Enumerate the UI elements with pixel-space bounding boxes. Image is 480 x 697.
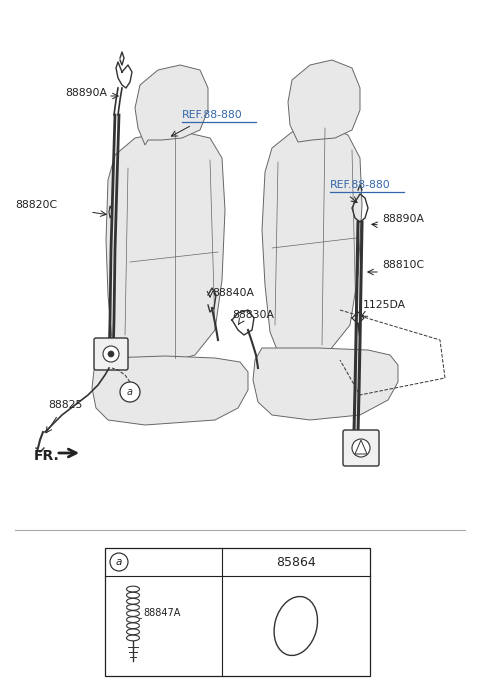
Circle shape xyxy=(108,351,114,357)
Text: FR.: FR. xyxy=(34,449,60,463)
Bar xyxy=(105,548,370,676)
FancyBboxPatch shape xyxy=(343,430,379,466)
Polygon shape xyxy=(106,130,225,365)
Polygon shape xyxy=(92,356,248,425)
Text: 88825: 88825 xyxy=(48,400,83,410)
Text: 88820C: 88820C xyxy=(15,200,57,210)
Circle shape xyxy=(110,553,128,571)
Polygon shape xyxy=(253,348,398,420)
Text: REF.88-880: REF.88-880 xyxy=(330,180,391,190)
Circle shape xyxy=(120,382,140,402)
Text: 88847A: 88847A xyxy=(143,608,180,618)
Text: 88810C: 88810C xyxy=(382,260,424,270)
Circle shape xyxy=(352,439,370,457)
Ellipse shape xyxy=(274,597,317,655)
Circle shape xyxy=(103,346,119,362)
Polygon shape xyxy=(135,65,208,145)
Polygon shape xyxy=(288,60,360,142)
Text: 85864: 85864 xyxy=(276,556,316,569)
Text: 88830A: 88830A xyxy=(232,310,274,320)
Text: 88890A: 88890A xyxy=(65,88,107,98)
Text: 88890A: 88890A xyxy=(382,214,424,224)
FancyBboxPatch shape xyxy=(94,338,128,370)
Text: a: a xyxy=(116,557,122,567)
Polygon shape xyxy=(262,125,362,355)
Text: 88840A: 88840A xyxy=(212,288,254,298)
Text: a: a xyxy=(127,387,133,397)
Text: 1125DA: 1125DA xyxy=(363,300,406,310)
Text: REF.88-880: REF.88-880 xyxy=(182,110,243,120)
